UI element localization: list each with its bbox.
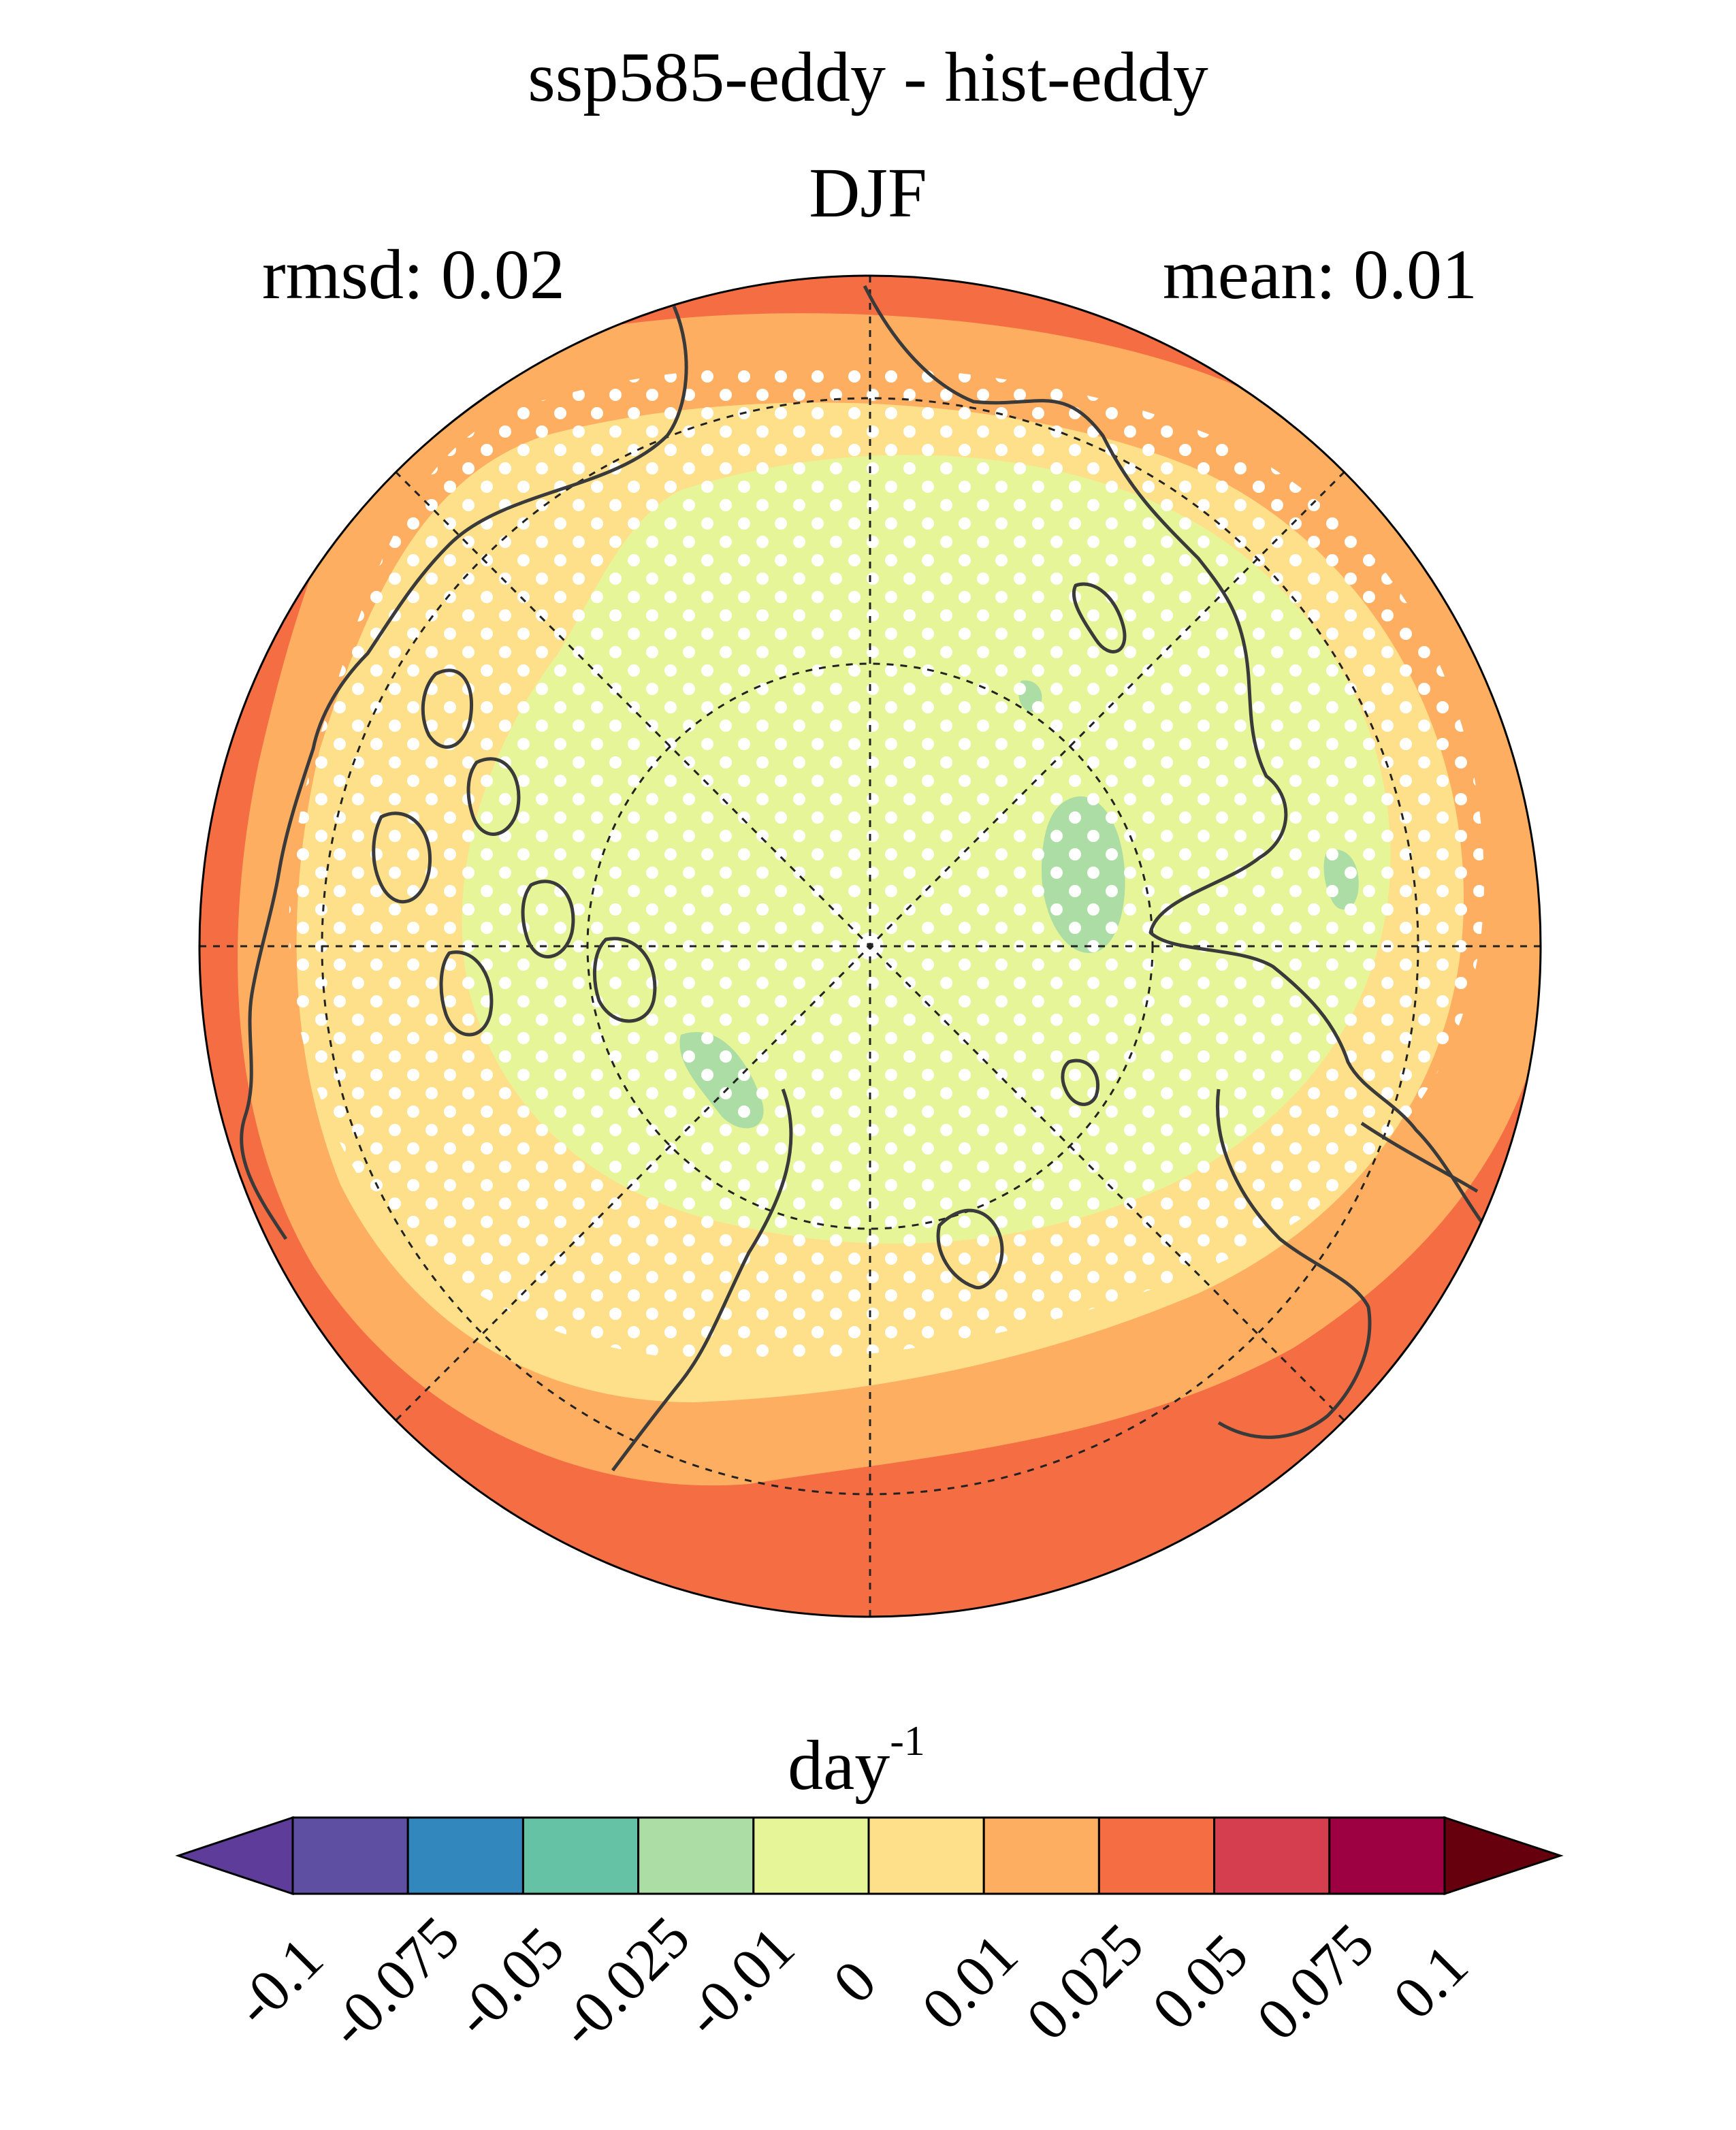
map-border: [198, 274, 1542, 1618]
colorbar-segment: [637, 1816, 755, 1895]
mean-label: mean: 0.01: [1163, 236, 1477, 314]
colorbar-segment: [1097, 1816, 1216, 1895]
colorbar-tick-label: 0: [821, 1948, 889, 2016]
colorbar-unit: day-1: [788, 1718, 925, 1805]
colorbar-tick-label: 0.05: [1140, 1922, 1261, 2042]
colorbar-segment: [752, 1816, 870, 1895]
graticule: [199, 276, 1541, 1617]
colorbar-unit-base: day: [788, 1726, 890, 1805]
colorbar-segment: [521, 1816, 640, 1895]
colorbar-tick-label: 0.075: [1244, 1911, 1387, 2054]
colorbar-segment: [867, 1816, 985, 1895]
colorbar-tick-label: -0.01: [673, 1915, 807, 2050]
colorbar-segment: [406, 1816, 524, 1895]
colorbar-tick-label: 0.025: [1014, 1911, 1157, 2054]
colorbar-tick-label: -0.05: [442, 1915, 577, 2050]
significance-stippling: [289, 364, 1484, 1361]
coastlines: [240, 285, 1486, 1472]
rmsd-label: rmsd: 0.02: [262, 236, 565, 314]
colorbar-segment: [1328, 1816, 1446, 1895]
colorbar-tick-label: -0.075: [316, 1904, 472, 2060]
colorbar-tick-label: -0.025: [547, 1904, 703, 2060]
colorbar-segment: [982, 1816, 1100, 1895]
colorbar-tick-label: 0.1: [1381, 1933, 1481, 2032]
colorbar: [175, 1816, 1564, 1896]
polar-map: [199, 276, 1541, 1617]
colorbar-unit-exp: -1: [890, 1718, 925, 1764]
map-subtitle: DJF: [809, 154, 927, 232]
colorbar-tick-label: 0.01: [910, 1922, 1030, 2042]
colorbar-segment: [1213, 1816, 1331, 1895]
map-title: ssp585-eddy - hist-eddy: [528, 38, 1208, 116]
colorbar-segment: [291, 1816, 409, 1895]
colorbar-extend-low: [175, 1816, 294, 1896]
colorbar-tick-labels: -0.1-0.075-0.05-0.025-0.01 0 0.010.0250.05…: [222, 1904, 1481, 2060]
colorbar-extend-high: [1443, 1816, 1564, 1896]
colorbar-tick-label: -0.1: [222, 1925, 336, 2039]
